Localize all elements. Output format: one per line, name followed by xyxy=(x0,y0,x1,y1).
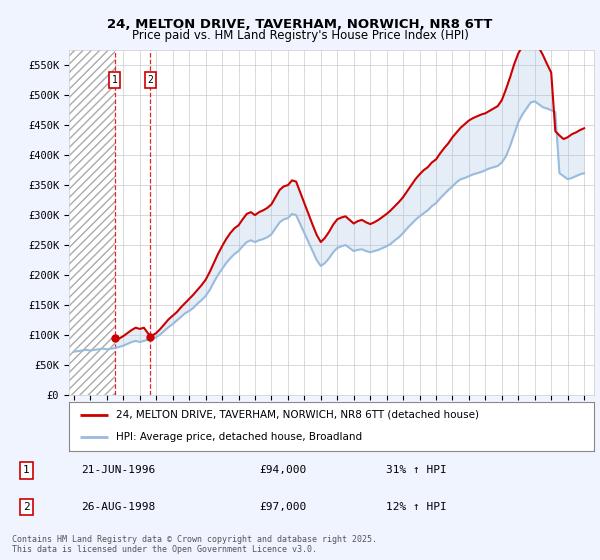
Text: £94,000: £94,000 xyxy=(260,465,307,475)
Text: 2: 2 xyxy=(23,502,30,512)
Text: 21-JUN-1996: 21-JUN-1996 xyxy=(81,465,155,475)
Bar xyxy=(69,50,115,395)
Text: HPI: Average price, detached house, Broadland: HPI: Average price, detached house, Broa… xyxy=(116,432,362,442)
Text: 31% ↑ HPI: 31% ↑ HPI xyxy=(386,465,447,475)
Text: Price paid vs. HM Land Registry's House Price Index (HPI): Price paid vs. HM Land Registry's House … xyxy=(131,29,469,42)
Text: 26-AUG-1998: 26-AUG-1998 xyxy=(81,502,155,512)
Text: 2: 2 xyxy=(148,74,154,85)
Text: Contains HM Land Registry data © Crown copyright and database right 2025.
This d: Contains HM Land Registry data © Crown c… xyxy=(12,535,377,554)
Text: 24, MELTON DRIVE, TAVERHAM, NORWICH, NR8 6TT: 24, MELTON DRIVE, TAVERHAM, NORWICH, NR8… xyxy=(107,18,493,31)
Text: £97,000: £97,000 xyxy=(260,502,307,512)
Text: 1: 1 xyxy=(112,74,118,85)
Text: 24, MELTON DRIVE, TAVERHAM, NORWICH, NR8 6TT (detached house): 24, MELTON DRIVE, TAVERHAM, NORWICH, NR8… xyxy=(116,410,479,420)
Text: 12% ↑ HPI: 12% ↑ HPI xyxy=(386,502,447,512)
Text: 1: 1 xyxy=(23,465,30,475)
